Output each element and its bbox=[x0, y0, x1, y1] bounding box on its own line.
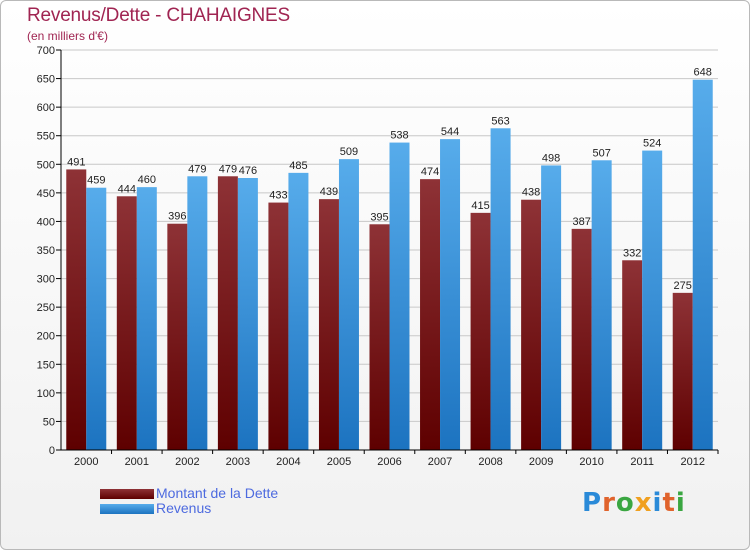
x-tick-label: 2002 bbox=[175, 456, 199, 468]
bar-revenue bbox=[389, 142, 410, 451]
bar-debt bbox=[167, 223, 188, 450]
y-tick-label: 450 bbox=[37, 188, 55, 200]
bar-revenue bbox=[338, 159, 359, 450]
bar-debt bbox=[217, 176, 238, 451]
logo-letter: i bbox=[652, 488, 663, 518]
data-label-debt: 332 bbox=[623, 247, 641, 259]
bar-revenue bbox=[440, 139, 461, 450]
logo-letter: t bbox=[662, 488, 676, 518]
y-tick-label: 200 bbox=[37, 331, 55, 343]
data-label-revenue: 509 bbox=[340, 146, 358, 158]
x-tick-label: 2001 bbox=[125, 456, 149, 468]
data-label-revenue: 476 bbox=[239, 165, 257, 177]
data-label-revenue: 485 bbox=[289, 160, 307, 172]
x-tick-label: 2009 bbox=[529, 456, 553, 468]
y-tick-label: 350 bbox=[37, 245, 55, 257]
data-label-debt: 433 bbox=[269, 190, 287, 202]
x-tick-label: 2007 bbox=[428, 456, 452, 468]
bar-revenue bbox=[541, 165, 562, 450]
bar-debt bbox=[571, 228, 592, 450]
bar-debt bbox=[369, 224, 390, 450]
bar-revenue bbox=[490, 128, 511, 451]
legend-swatch-debt bbox=[100, 489, 154, 499]
data-label-debt: 438 bbox=[522, 187, 540, 199]
x-tick-label: 2004 bbox=[276, 456, 300, 468]
bar-debt bbox=[470, 212, 491, 450]
bar-revenue bbox=[86, 187, 107, 450]
data-label-debt: 474 bbox=[421, 166, 439, 178]
bar-debt bbox=[318, 199, 339, 450]
data-label-revenue: 524 bbox=[643, 138, 661, 150]
logo-letter: P bbox=[582, 488, 603, 518]
x-tick-label: 2006 bbox=[377, 456, 401, 468]
data-label-revenue: 507 bbox=[592, 147, 610, 159]
data-label-revenue: 479 bbox=[188, 163, 206, 175]
y-tick-label: 550 bbox=[37, 131, 55, 143]
logo-letter: i bbox=[675, 488, 686, 518]
proxiti-logo: Proxiti bbox=[582, 488, 686, 518]
y-tick-label: 250 bbox=[37, 302, 55, 314]
data-label-debt: 415 bbox=[471, 200, 489, 212]
legend-label-debt: Montant de la Dette bbox=[156, 485, 279, 501]
data-label-debt: 491 bbox=[67, 156, 85, 168]
bar-revenue bbox=[692, 79, 713, 450]
x-tick-label: 2008 bbox=[478, 456, 502, 468]
data-label-debt: 395 bbox=[370, 211, 388, 223]
bar-debt bbox=[116, 196, 137, 450]
data-label-debt: 444 bbox=[118, 183, 136, 195]
y-tick-label: 0 bbox=[49, 445, 55, 457]
x-tick-label: 2005 bbox=[327, 456, 351, 468]
axes: 0 50 100 150 200 250 300 350 400 450 500 550 600 650 7… bbox=[37, 45, 719, 468]
y-tick-label: 300 bbox=[37, 274, 55, 286]
bar-revenue bbox=[237, 178, 258, 450]
bars bbox=[66, 79, 713, 451]
bar-debt bbox=[672, 292, 693, 450]
bar-revenue bbox=[288, 172, 309, 450]
data-label-revenue: 498 bbox=[542, 152, 560, 164]
x-tick-label: 2010 bbox=[579, 456, 603, 468]
x-tick-label: 2012 bbox=[680, 456, 704, 468]
y-tick-label: 150 bbox=[37, 359, 55, 371]
logo-letter: x bbox=[634, 488, 653, 518]
y-tick-label: 650 bbox=[37, 74, 55, 86]
legend-label-revenue: Revenus bbox=[156, 500, 212, 516]
data-label-revenue: 538 bbox=[390, 130, 408, 142]
bar-revenue bbox=[642, 150, 663, 451]
data-label-revenue: 544 bbox=[441, 126, 459, 138]
y-tick-label: 500 bbox=[37, 159, 55, 171]
bar-debt bbox=[66, 169, 87, 450]
data-label-revenue: 459 bbox=[87, 175, 105, 187]
bar-debt bbox=[622, 260, 643, 450]
y-tick-label: 400 bbox=[37, 216, 55, 228]
data-label-debt: 479 bbox=[219, 163, 237, 175]
data-label-revenue: 563 bbox=[491, 115, 509, 127]
bar-revenue bbox=[591, 160, 612, 451]
data-label-debt: 396 bbox=[168, 211, 186, 223]
data-label-revenue: 648 bbox=[694, 67, 712, 79]
x-tick-label: 2011 bbox=[630, 456, 654, 468]
bar-debt bbox=[268, 202, 289, 450]
data-label-revenue: 460 bbox=[138, 174, 156, 186]
data-label-debt: 387 bbox=[572, 216, 590, 228]
bar-debt bbox=[420, 179, 441, 450]
bar-revenue bbox=[187, 176, 208, 451]
legend-swatch-revenue bbox=[100, 504, 154, 514]
data-label-debt: 275 bbox=[674, 280, 692, 292]
logo-letter: r bbox=[602, 488, 616, 518]
data-label-debt: 439 bbox=[320, 186, 338, 198]
y-tick-label: 600 bbox=[37, 102, 55, 114]
x-tick-label: 2000 bbox=[74, 456, 98, 468]
bar-debt bbox=[521, 199, 542, 450]
y-tick-label: 100 bbox=[37, 388, 55, 400]
bar-revenue bbox=[136, 187, 157, 450]
y-tick-label: 700 bbox=[37, 45, 55, 57]
y-tick-label: 50 bbox=[43, 416, 55, 428]
chart-subtitle: (en milliers d'€) bbox=[27, 29, 108, 43]
x-tick-label: 2003 bbox=[226, 456, 250, 468]
data-labels: 491 444 396 479 433 439 395 474 415 438 387 332 275 4… bbox=[67, 67, 712, 292]
logo-letter: o bbox=[615, 488, 635, 518]
chart-title: Revenus/Dette - CHAHAIGNES bbox=[27, 5, 290, 26]
